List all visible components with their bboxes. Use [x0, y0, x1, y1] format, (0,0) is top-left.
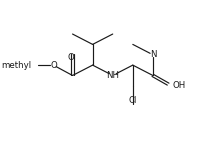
- Text: O: O: [67, 53, 74, 62]
- Text: N: N: [150, 50, 156, 59]
- Text: methyl: methyl: [1, 61, 31, 70]
- Text: OH: OH: [173, 81, 186, 90]
- Text: O: O: [50, 61, 57, 70]
- Text: NH: NH: [106, 71, 119, 80]
- Text: Cl: Cl: [129, 96, 137, 105]
